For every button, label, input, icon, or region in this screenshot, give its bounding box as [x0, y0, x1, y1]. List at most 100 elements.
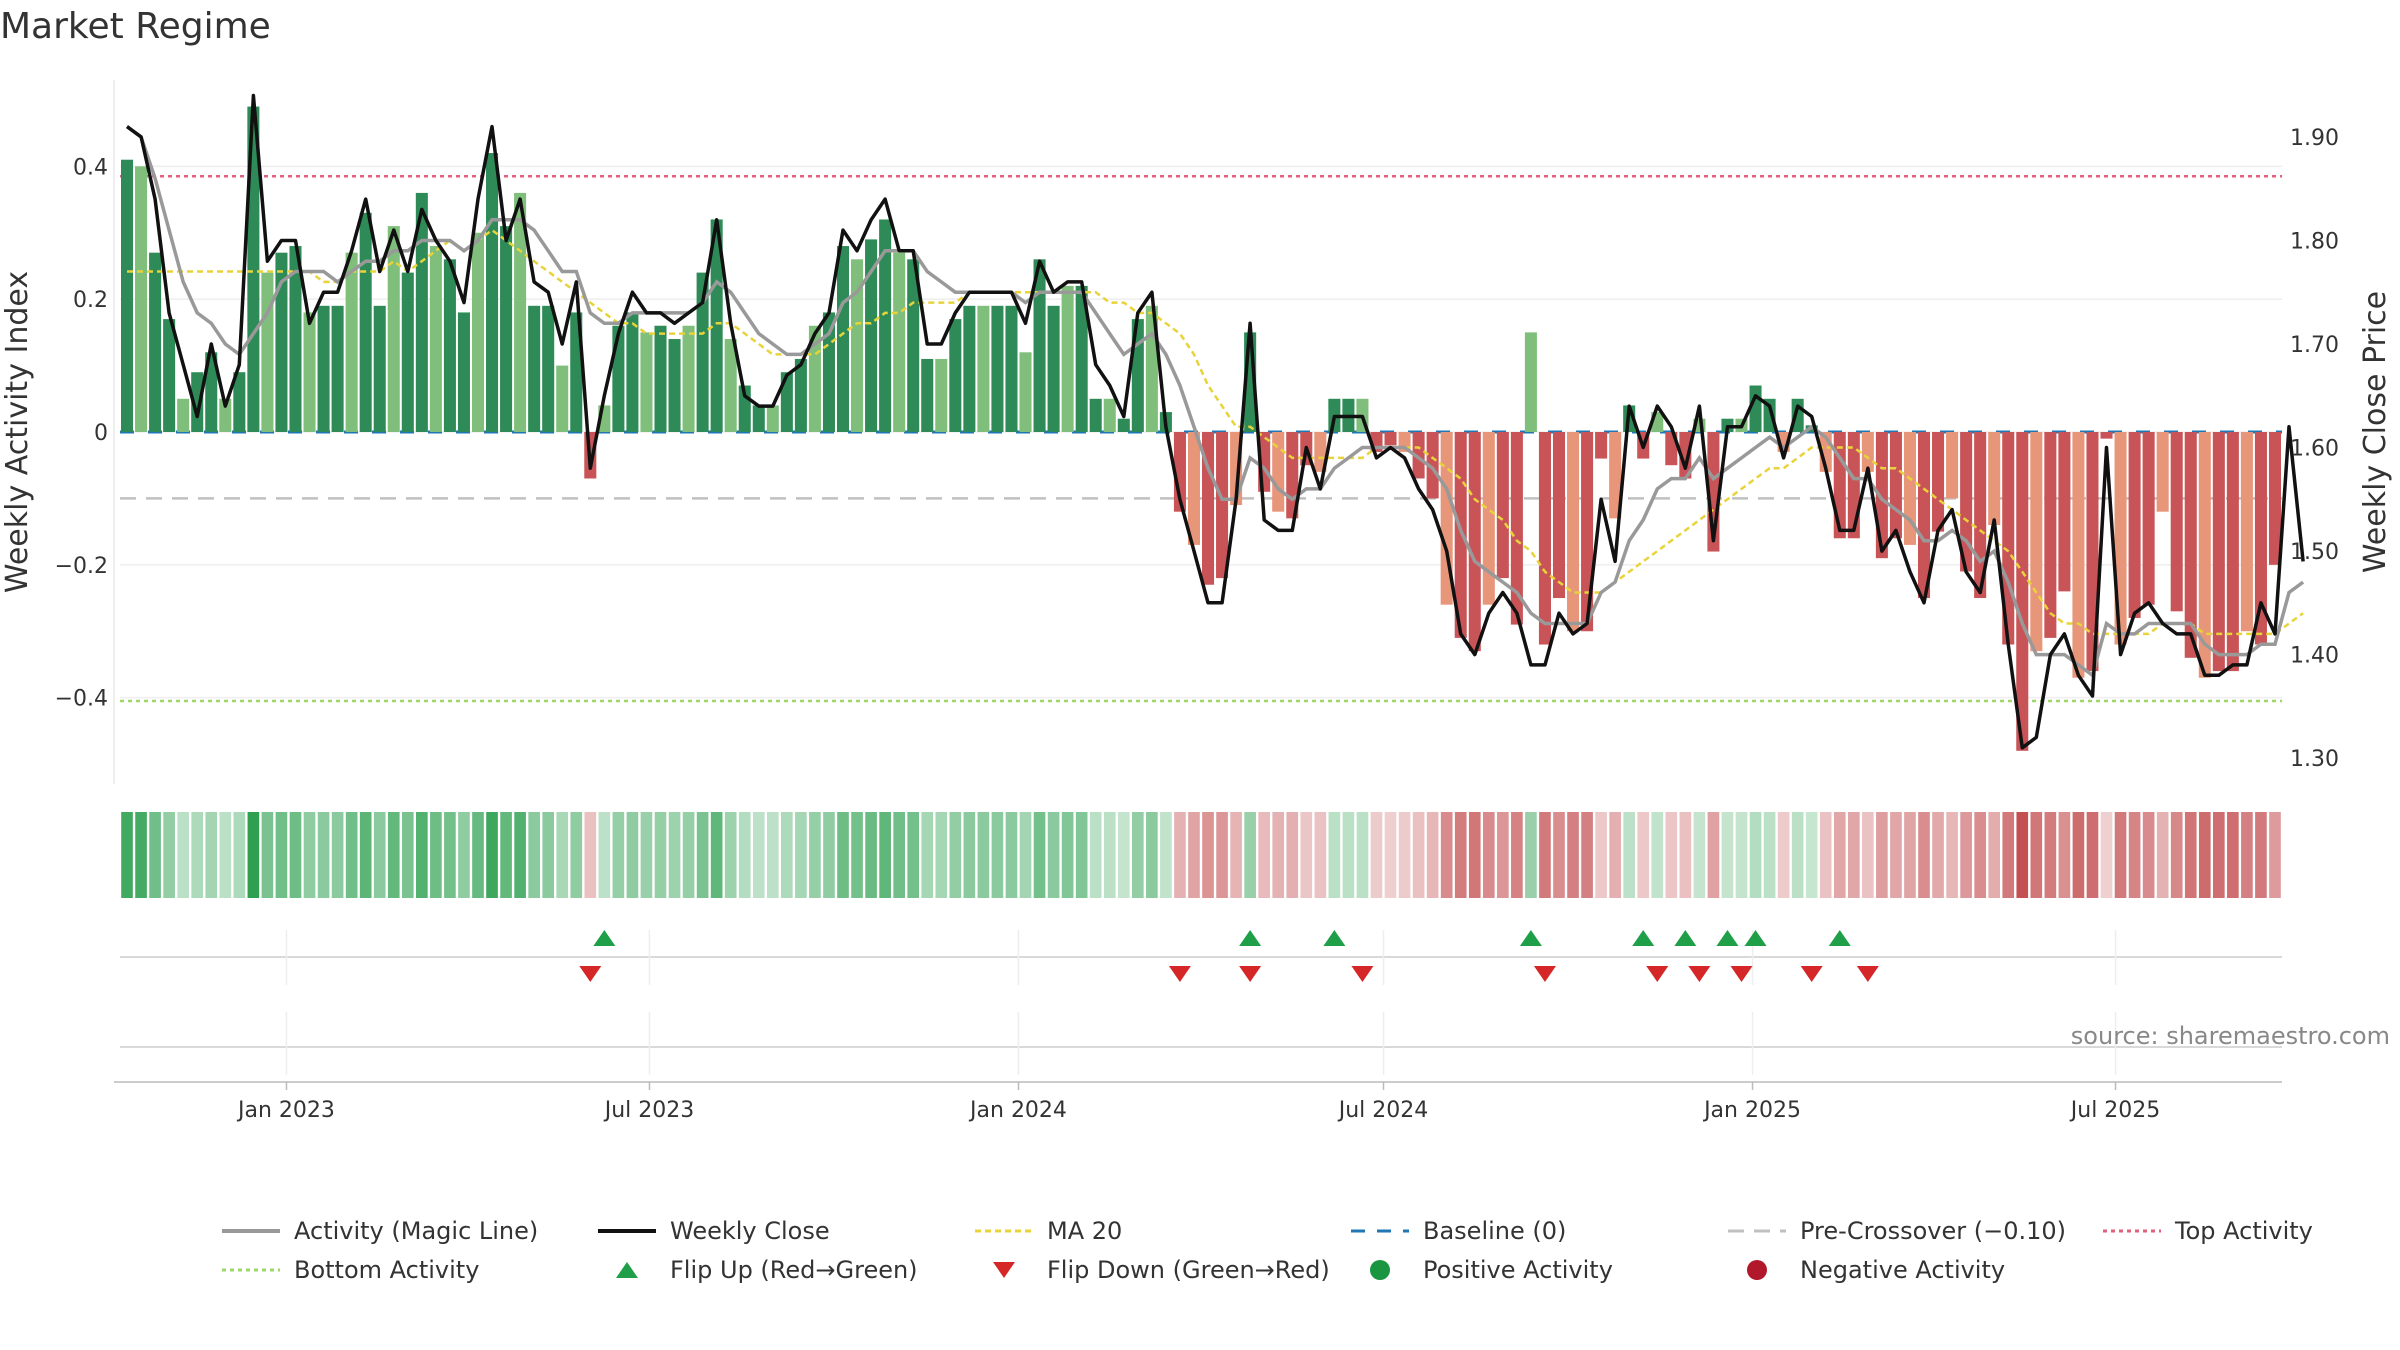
activity-bar — [991, 305, 1004, 432]
activity-bar — [977, 305, 990, 432]
activity-bar — [2058, 432, 2071, 592]
regime-cell — [2002, 812, 2015, 898]
activity-bar — [1552, 432, 1566, 599]
regime-cell — [1174, 812, 1186, 898]
activity-bar — [1103, 398, 1116, 432]
regime-cell — [1749, 812, 1762, 898]
regime-cell — [430, 812, 442, 898]
regime-cell — [865, 812, 877, 898]
activity-bar — [556, 365, 569, 432]
regime-cell — [149, 812, 161, 898]
regime-cell — [1440, 812, 1453, 898]
regime-cell — [261, 812, 274, 898]
regime-cell — [1904, 812, 1916, 898]
magic-line — [125, 125, 2305, 679]
flip-down-marker — [1800, 966, 1823, 982]
y-right-tick-label: 1.30 — [2290, 747, 2339, 772]
regime-cell — [1188, 812, 1200, 898]
regime-cell — [1019, 812, 1032, 898]
regime-cell — [1876, 812, 1888, 898]
regime-cell — [2030, 812, 2043, 898]
activity-bar — [149, 252, 162, 432]
regime-cell — [1974, 812, 1986, 898]
regime-cell — [500, 812, 512, 898]
activity-bar — [1033, 259, 1046, 432]
activity-bar — [401, 272, 414, 432]
y-tick-label: −0.2 — [55, 554, 108, 579]
activity-bar — [486, 153, 499, 432]
regime-cell — [752, 812, 765, 898]
right-axis-title: Weekly Close Price — [2358, 291, 2393, 573]
flip-up-marker — [1519, 930, 1542, 946]
regime-cell — [177, 812, 189, 898]
regime-cell — [1216, 812, 1228, 898]
regime-cell — [1595, 812, 1607, 898]
activity-bar — [1595, 432, 1608, 459]
activity-bar — [851, 259, 864, 432]
regime-cell — [1132, 812, 1144, 898]
flip-down-marker — [1239, 966, 1262, 982]
activity-bar — [682, 325, 695, 432]
right-tick-labels: 1.90 1.80 1.70 1.60 1.50 1.40 1.30 — [2290, 126, 2339, 772]
activity-bar — [780, 372, 793, 432]
regime-cell — [205, 812, 218, 898]
activity-bar — [2156, 432, 2169, 512]
regime-cell — [654, 812, 667, 898]
legend-label: Bottom Activity — [294, 1256, 479, 1284]
activity-bar — [261, 272, 274, 432]
activity-bar — [1946, 432, 1959, 499]
activity-bar — [1889, 432, 1902, 539]
regime-cell — [879, 812, 891, 898]
flip-up-marker — [1716, 930, 1739, 946]
activity-bar — [1567, 432, 1580, 632]
regime-cell — [1146, 812, 1158, 898]
left-axis-title: Weekly Activity Index — [0, 271, 35, 593]
legend-label: Flip Down (Green→Red) — [1047, 1256, 1330, 1284]
activity-bar — [1679, 432, 1692, 479]
regime-cell — [1230, 812, 1242, 898]
activity-bar — [1482, 432, 1495, 605]
regime-cell — [1553, 812, 1565, 898]
bottom-panel: source: sharemaestro.com — [114, 1012, 2390, 1083]
regime-cell — [724, 812, 737, 898]
activity-bar — [2128, 432, 2141, 618]
regime-cell — [1047, 812, 1060, 898]
legend-swatch — [616, 1262, 638, 1278]
flip-up-marker — [1744, 930, 1767, 946]
legend-label: Weekly Close — [670, 1217, 830, 1245]
regime-cell — [1539, 812, 1551, 898]
regime-cell — [1819, 812, 1832, 898]
activity-bar — [2030, 432, 2043, 652]
regime-cell — [584, 812, 597, 898]
regime-cell — [1356, 812, 1369, 898]
regime-cell — [1805, 812, 1818, 898]
regime-cell — [317, 812, 330, 898]
activity-bar — [303, 312, 316, 432]
activity-bar — [766, 405, 779, 432]
regime-cell — [963, 812, 976, 898]
regime-cell — [303, 812, 316, 898]
activity-bar — [2254, 432, 2267, 645]
activity-bar — [415, 192, 428, 432]
regime-cell — [1763, 812, 1776, 898]
regime-cell — [1117, 812, 1130, 898]
legend-label: MA 20 — [1047, 1217, 1122, 1245]
weekly-close-line — [125, 93, 2305, 750]
activity-bar — [345, 252, 358, 432]
regime-cell — [1314, 812, 1327, 898]
regime-cell — [331, 812, 344, 898]
legend-label: Flip Up (Red→Green) — [670, 1256, 918, 1284]
activity-bar — [1917, 432, 1931, 599]
regime-cell — [1328, 812, 1341, 898]
regime-cell — [2170, 812, 2183, 898]
regime-cell — [1960, 812, 1972, 898]
legend-positive-activity: Positive Activity — [1370, 1256, 1613, 1284]
regime-cell — [738, 812, 751, 898]
regime-cell — [1202, 812, 1214, 898]
regime-cell — [1525, 812, 1537, 898]
flip-up-marker — [1239, 930, 1262, 946]
regime-cell — [1609, 812, 1621, 898]
regime-cell — [598, 812, 611, 898]
activity-bar — [963, 305, 976, 432]
activity-bar — [1384, 432, 1397, 446]
